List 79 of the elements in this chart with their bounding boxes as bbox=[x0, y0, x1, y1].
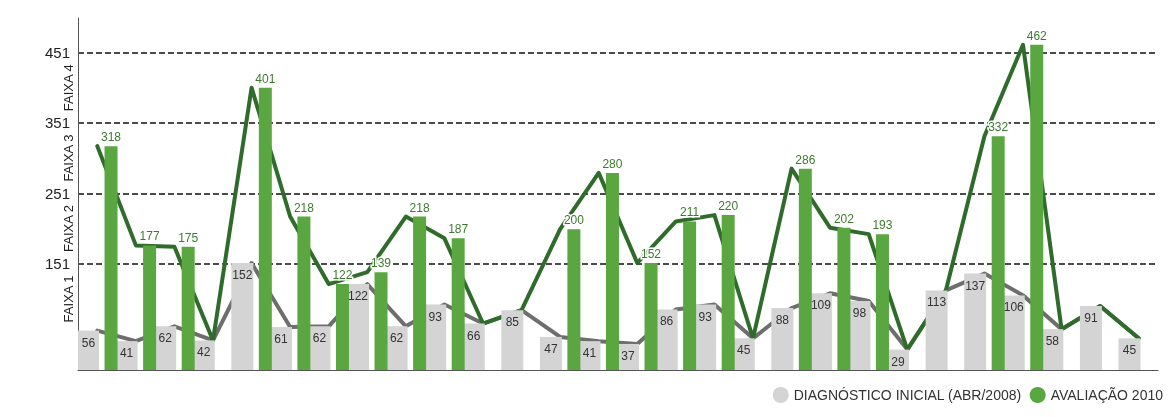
bar bbox=[644, 262, 658, 370]
data-label: 177 bbox=[139, 229, 160, 244]
data-label: 45 bbox=[737, 343, 751, 358]
bar bbox=[605, 172, 619, 370]
data-label: 42 bbox=[197, 345, 211, 360]
bar bbox=[1079, 305, 1102, 370]
text: FAIXA 4 bbox=[60, 64, 76, 112]
y-tick-label: 451 bbox=[44, 44, 70, 61]
data-label: 113 bbox=[927, 295, 947, 310]
data-label: 62 bbox=[312, 331, 327, 346]
bar bbox=[798, 168, 812, 370]
data-label: 175 bbox=[178, 230, 199, 245]
data-label: 218 bbox=[409, 200, 430, 215]
bar bbox=[451, 238, 465, 370]
data-label: 47 bbox=[544, 341, 558, 356]
bar bbox=[501, 310, 524, 370]
data-label: 91 bbox=[1084, 310, 1098, 325]
bar bbox=[991, 136, 1005, 370]
data-label: 41 bbox=[582, 346, 597, 361]
text: FAIXA 2 bbox=[60, 205, 76, 252]
bar bbox=[567, 229, 581, 370]
data-label: 56 bbox=[81, 335, 96, 350]
bar bbox=[231, 262, 254, 370]
data-label: 98 bbox=[852, 306, 867, 321]
bar bbox=[683, 221, 697, 370]
data-label: 66 bbox=[467, 328, 481, 343]
data-label: 109 bbox=[810, 298, 832, 313]
data-label: 45 bbox=[1122, 343, 1137, 358]
bar bbox=[1030, 44, 1044, 370]
text: FAIXA 1 bbox=[60, 275, 76, 323]
legend-label: AVALIAÇÃO 2010 bbox=[1050, 387, 1164, 403]
data-label: 93 bbox=[428, 309, 443, 324]
data-label: 137 bbox=[965, 278, 986, 293]
data-label: 462 bbox=[1026, 28, 1048, 43]
bar bbox=[181, 246, 195, 370]
data-label: 58 bbox=[1045, 334, 1060, 349]
data-label: 286 bbox=[795, 152, 816, 167]
data-label: 41 bbox=[119, 346, 134, 361]
data-label: 218 bbox=[293, 200, 315, 215]
bar bbox=[539, 336, 562, 370]
data-label: 280 bbox=[602, 156, 623, 171]
text: FAIXA 3 bbox=[60, 134, 76, 182]
data-label: 318 bbox=[101, 130, 122, 145]
bar bbox=[837, 227, 851, 370]
data-label: 62 bbox=[158, 331, 173, 346]
bar bbox=[143, 245, 157, 370]
bar bbox=[104, 146, 118, 370]
bar bbox=[335, 284, 349, 370]
data-label: 202 bbox=[833, 211, 855, 226]
legend-label: DIAGNÓSTICO INICIAL (ABR/2008) bbox=[793, 387, 1022, 403]
y-tick-label: 351 bbox=[44, 114, 70, 132]
y-tick-label: 151 bbox=[44, 255, 70, 273]
data-label: 187 bbox=[448, 222, 469, 237]
data-label: 152 bbox=[232, 267, 253, 282]
data-label: 122 bbox=[348, 289, 369, 304]
bar bbox=[771, 308, 794, 370]
data-label: 85 bbox=[505, 315, 520, 330]
data-label: 29 bbox=[891, 354, 906, 369]
bar bbox=[297, 216, 311, 370]
data-label: 401 bbox=[255, 71, 276, 86]
data-label: 86 bbox=[659, 314, 674, 329]
data-label: 37 bbox=[621, 348, 636, 363]
data-label: 62 bbox=[389, 331, 404, 346]
data-label: 220 bbox=[718, 199, 739, 214]
bar bbox=[374, 272, 388, 370]
bar bbox=[964, 273, 987, 370]
bar bbox=[925, 290, 948, 370]
bar bbox=[1118, 338, 1141, 370]
bar bbox=[413, 216, 427, 370]
bar bbox=[875, 234, 889, 370]
y-tick-label: 251 bbox=[44, 184, 70, 202]
data-label: 193 bbox=[872, 218, 893, 233]
bar bbox=[258, 87, 272, 370]
data-label: 211 bbox=[680, 205, 700, 220]
data-label: 332 bbox=[988, 120, 1009, 135]
data-label: 61 bbox=[274, 332, 288, 347]
bar bbox=[721, 215, 735, 370]
data-label: 88 bbox=[775, 313, 790, 328]
data-label: 93 bbox=[698, 309, 713, 324]
